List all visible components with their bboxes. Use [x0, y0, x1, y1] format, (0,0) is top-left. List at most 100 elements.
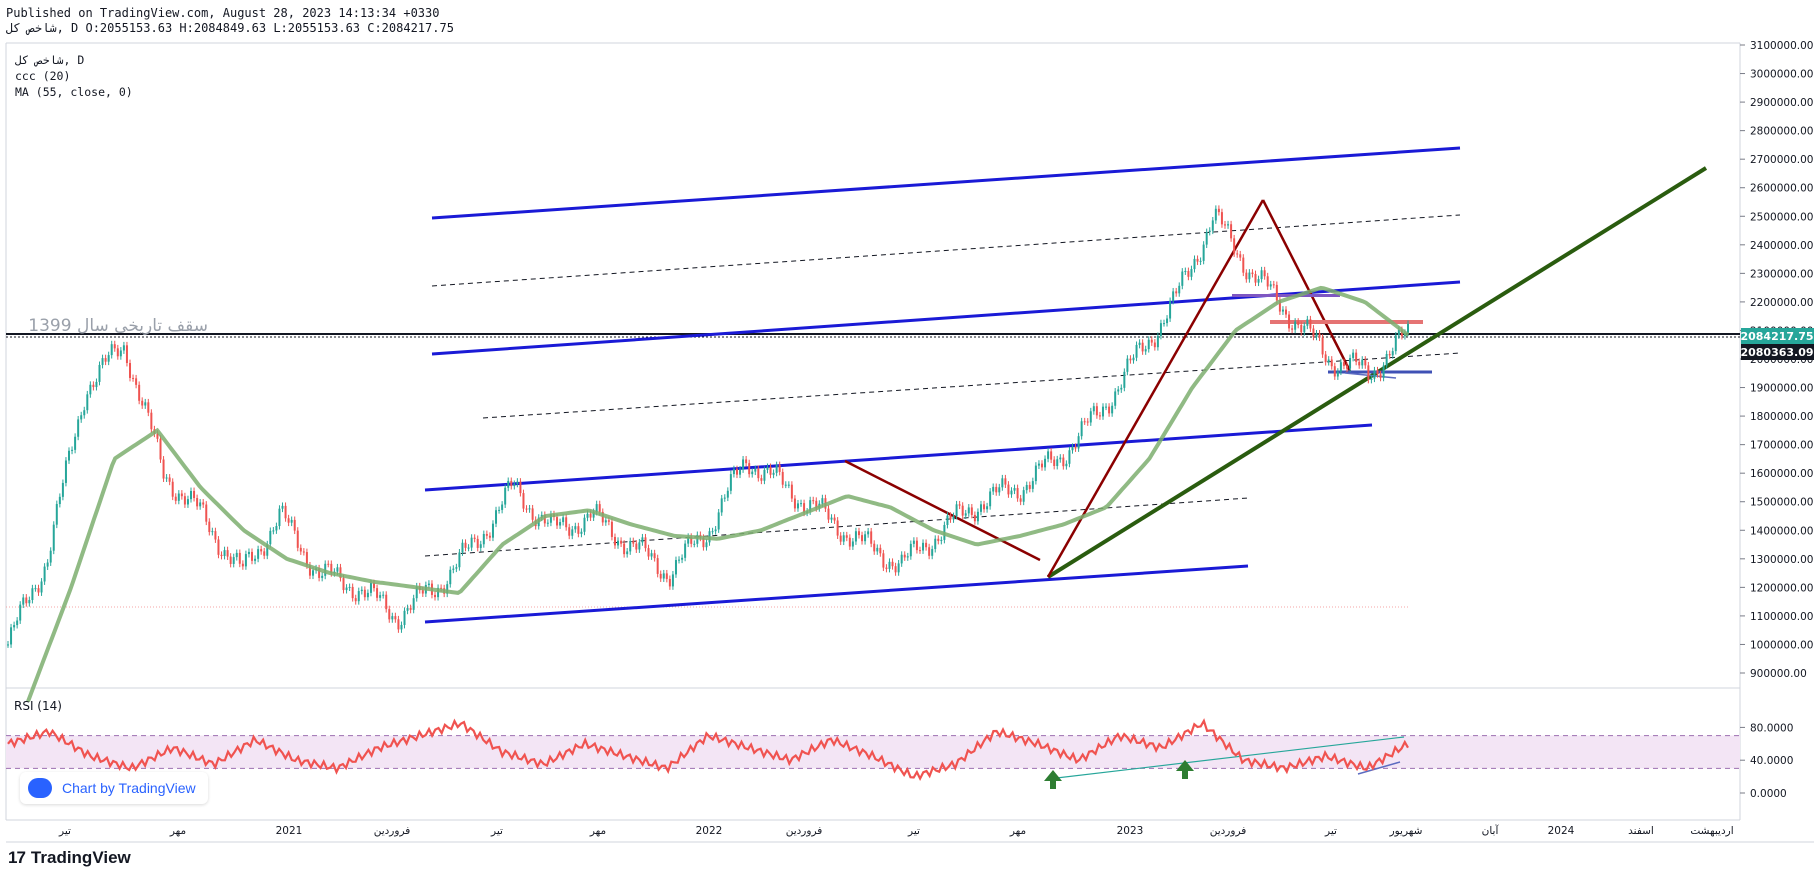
candle-body — [1321, 337, 1324, 355]
candle-body — [263, 551, 266, 556]
candle-body — [98, 364, 101, 382]
candle-body — [1233, 238, 1236, 254]
candle-body — [1349, 357, 1352, 369]
candle-body — [406, 608, 409, 611]
legend-symbol[interactable]: شاخص کل, D — [15, 53, 85, 67]
candle-body — [1330, 359, 1333, 367]
candle-body — [918, 550, 921, 552]
candle-body — [119, 350, 122, 357]
candle-body — [95, 381, 98, 388]
price-tick-label: 2700000.00 — [1750, 154, 1813, 166]
candle-body — [1336, 371, 1339, 377]
candle-body — [549, 514, 552, 523]
candle-body — [613, 536, 616, 546]
candle-body — [1358, 361, 1361, 366]
candle-body — [705, 542, 708, 548]
channel-mid-3 — [424, 497, 1249, 557]
rsi-trend-line — [1047, 736, 1405, 780]
rsi-scale[interactable]: 80.0000 40.0000 0.0000 — [1740, 722, 1793, 800]
candle-body — [135, 378, 138, 385]
candle-body — [440, 587, 443, 589]
candle-body — [1236, 253, 1239, 255]
candle-body — [498, 509, 501, 511]
candle-body — [357, 591, 360, 602]
candle-body — [623, 543, 626, 555]
candle-body — [308, 565, 311, 576]
candle-body — [1056, 459, 1059, 466]
rsi-divergence-arrow — [1357, 761, 1401, 775]
candle-body — [973, 514, 976, 522]
candle-body — [1382, 365, 1385, 378]
chart-by-badge[interactable]: Chart by TradingView — [20, 772, 208, 804]
candle-body — [653, 553, 656, 559]
price-tick-label: 2900000.00 — [1750, 97, 1813, 109]
candle-body — [1391, 351, 1394, 356]
candle-body — [58, 496, 61, 505]
chart-by-text: Chart by TradingView — [62, 780, 196, 796]
candle-body — [1193, 258, 1196, 270]
tradingview-brand[interactable]: 17 TradingView — [8, 848, 131, 868]
ohlc-line: شاخص کل, D O:2055153.63 H:2084849.63 L:2… — [6, 21, 454, 35]
candle-body — [1013, 488, 1016, 491]
price-tick-label: 1800000.00 — [1750, 411, 1813, 423]
candle-body — [1095, 406, 1098, 416]
candle-body — [1019, 498, 1022, 502]
candle-body — [183, 496, 186, 505]
candle-body — [1007, 484, 1010, 495]
candle-body — [379, 595, 382, 598]
legend-indicator-ccc[interactable]: ccc (20) — [15, 69, 71, 83]
candle-body — [122, 345, 125, 351]
candle-body — [1361, 359, 1364, 366]
candle-body — [1068, 450, 1071, 464]
candle-body — [247, 551, 250, 555]
candle-body — [473, 537, 476, 539]
candle-body — [989, 491, 992, 507]
time-axis-label: تیر — [1324, 825, 1337, 837]
candle-body — [717, 512, 720, 530]
candle-body — [22, 597, 25, 605]
time-axis-label: آبان — [1482, 824, 1500, 837]
candle-body — [934, 538, 937, 550]
candle-body — [1269, 284, 1272, 287]
candle-body — [580, 531, 583, 534]
candle-body — [330, 563, 333, 574]
candle-body — [302, 551, 305, 553]
candle-body — [998, 487, 1001, 493]
candle-body — [1303, 325, 1306, 333]
candle-body — [745, 459, 748, 464]
time-axis[interactable]: تیر مهر 2021 فروردین تیر مهر 2022 فروردین تیر مهر… — [58, 824, 1734, 837]
candle-body — [86, 394, 89, 411]
candle-body — [928, 547, 931, 556]
candle-body — [659, 573, 662, 579]
time-axis-label: 2021 — [276, 825, 303, 837]
candle-body — [1379, 374, 1382, 378]
candle-body — [348, 586, 351, 588]
candle-body — [1199, 260, 1202, 262]
candle-body — [1217, 208, 1220, 213]
candle-body — [1211, 220, 1214, 231]
legend-indicator-ma[interactable]: MA (55, close, 0) — [15, 85, 133, 99]
candle-body — [833, 517, 836, 521]
price-scale[interactable]: 3100000.00 3000000.00 2900000.00 2800000.00… — [1740, 40, 1813, 680]
candle-body — [1242, 257, 1245, 273]
time-axis-label: فروردین — [786, 825, 823, 837]
candle-body — [305, 552, 308, 566]
candle-body — [976, 511, 979, 522]
candle-body — [272, 530, 275, 532]
price-tick-label: 3000000.00 — [1750, 69, 1813, 81]
candle-body — [89, 384, 92, 395]
candle-body — [226, 550, 229, 557]
candle-body — [458, 552, 461, 568]
rsi-buy-arrow — [1176, 760, 1194, 779]
rsi-path — [7, 718, 1409, 782]
price-tick-label: 1700000.00 — [1750, 440, 1813, 452]
candle-body — [617, 540, 620, 546]
candle-body — [1028, 485, 1031, 489]
candle-body — [714, 529, 717, 532]
candle-body — [1397, 329, 1400, 336]
candle-body — [1196, 258, 1199, 262]
candle-body — [607, 520, 610, 522]
candle-body — [394, 616, 397, 620]
candle-body — [28, 600, 31, 604]
